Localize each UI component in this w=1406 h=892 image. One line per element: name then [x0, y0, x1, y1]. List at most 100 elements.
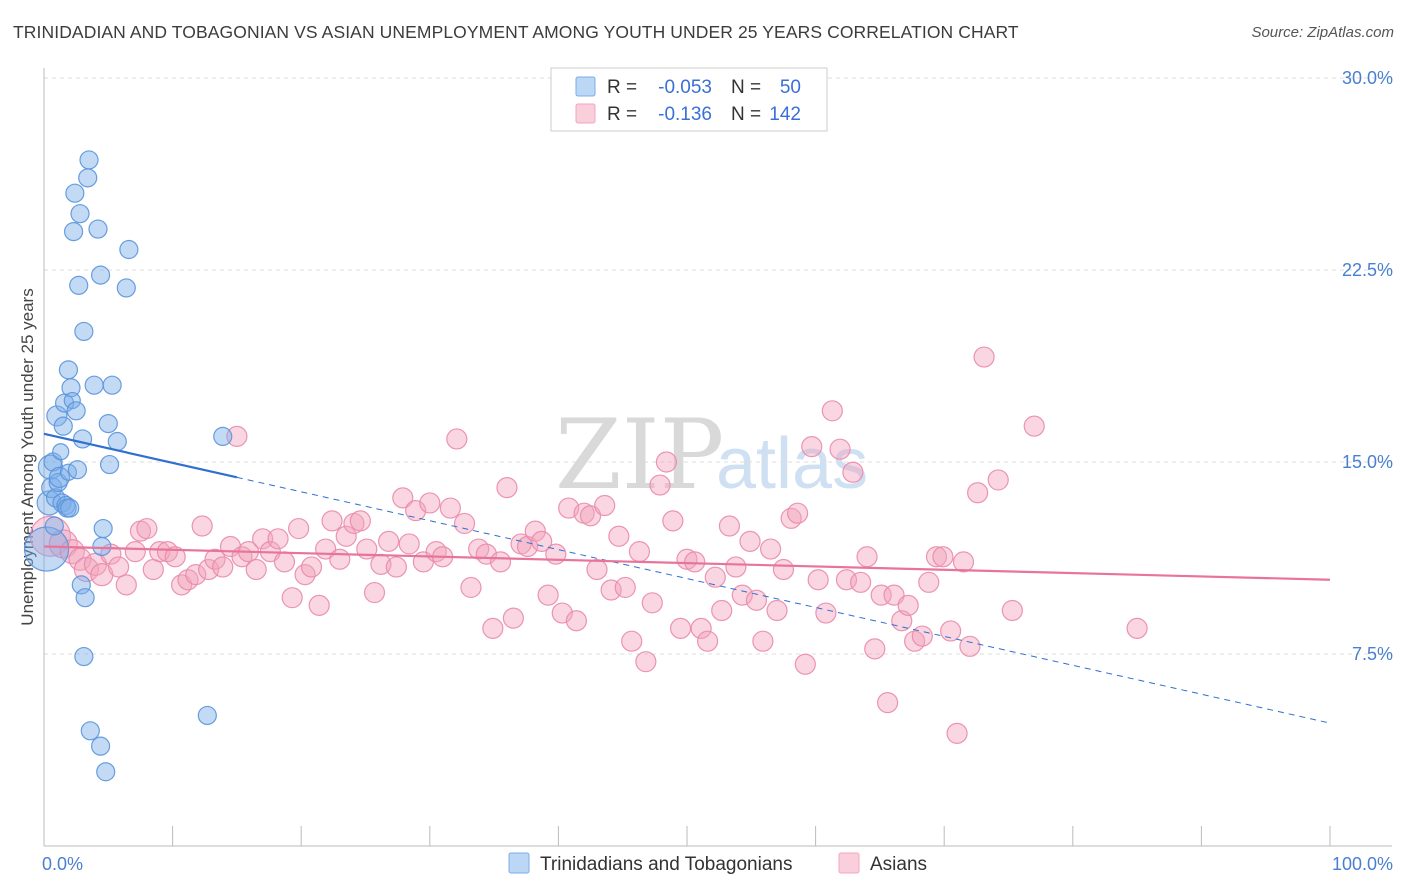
- data-point: [772, 558, 795, 581]
- legend-r-label-blue: R =: [607, 77, 637, 98]
- legend-swatch-pink: [575, 103, 596, 124]
- data-point: [641, 592, 663, 614]
- data-point: [273, 551, 296, 573]
- trend-line-blue: [43, 432, 238, 479]
- data-point: [67, 460, 88, 480]
- legend-n-label-pink: N =: [731, 104, 761, 125]
- trend-lines: [43, 432, 1331, 724]
- data-point: [821, 400, 843, 422]
- data-point: [752, 630, 774, 652]
- data-point: [496, 477, 518, 499]
- data-point: [932, 546, 954, 568]
- data-point: [75, 588, 95, 608]
- trend-line-pink: [43, 545, 1331, 581]
- data-point: [281, 587, 303, 609]
- data-point: [1001, 599, 1023, 622]
- data-point: [524, 520, 546, 542]
- data-point: [952, 551, 975, 573]
- data-point: [385, 556, 407, 578]
- data-point: [794, 653, 816, 675]
- data-point: [842, 461, 864, 483]
- legend-n-value-blue: 50: [780, 77, 801, 98]
- data-point: [204, 548, 226, 570]
- watermark-zip: ZIP: [555, 399, 724, 511]
- data-point: [213, 426, 233, 446]
- data-point: [226, 425, 248, 447]
- series-label-asians: Asians: [870, 854, 927, 875]
- data-point: [74, 646, 94, 667]
- trinidadian-points: [23, 150, 233, 782]
- data-point: [288, 517, 310, 540]
- y-tick-label: 30.0%: [1342, 68, 1393, 88]
- data-point: [877, 692, 899, 714]
- legend-r-value-pink: -0.136: [658, 104, 712, 125]
- data-point: [711, 599, 733, 622]
- data-point: [61, 378, 81, 398]
- data-point: [72, 429, 93, 449]
- data-point: [191, 515, 213, 537]
- data-point: [918, 571, 940, 593]
- data-point: [725, 556, 747, 578]
- data-point: [102, 375, 122, 395]
- data-point: [850, 571, 872, 593]
- data-point: [136, 517, 158, 540]
- series-label-trinidadian: Trinidadians and Tobagonians: [540, 854, 792, 875]
- data-point: [46, 405, 68, 427]
- data-point: [439, 497, 461, 519]
- data-point: [864, 638, 886, 660]
- data-point: [74, 321, 94, 342]
- chart-title: TRINIDADIAN AND TOBAGONIAN VS ASIAN UNEM…: [13, 22, 1019, 42]
- data-point: [987, 469, 1009, 491]
- data-point: [124, 540, 146, 563]
- series-legend: Trinidadians and Tobagonians Asians: [508, 852, 927, 875]
- data-point: [267, 528, 289, 550]
- data-point: [419, 492, 441, 514]
- data-point: [786, 502, 809, 524]
- x-tick-marks: [43, 826, 1331, 846]
- data-point: [973, 346, 995, 368]
- data-point: [69, 275, 89, 295]
- legend-swatch-blue: [575, 76, 596, 97]
- data-point: [959, 635, 981, 657]
- y-tick-label: 15.0%: [1342, 452, 1393, 472]
- data-point: [925, 546, 948, 568]
- data-point: [649, 474, 671, 496]
- data-point: [718, 515, 741, 537]
- data-point: [446, 428, 468, 450]
- series-swatch-asians: [838, 852, 860, 874]
- data-point: [745, 589, 768, 611]
- data-point: [516, 535, 539, 558]
- data-point: [300, 556, 323, 578]
- data-point: [363, 581, 386, 604]
- data-point: [96, 762, 116, 782]
- data-point: [940, 620, 962, 642]
- data-point: [565, 610, 588, 632]
- data-point: [870, 584, 892, 606]
- y-tick-labels: 7.5% 15.0% 22.5% 30.0%: [1342, 68, 1393, 664]
- data-point: [460, 576, 482, 599]
- data-point: [80, 721, 100, 741]
- data-point: [759, 538, 782, 560]
- data-point: [489, 551, 512, 573]
- data-point: [628, 540, 651, 563]
- data-point: [48, 466, 71, 488]
- data-point: [815, 602, 837, 624]
- data-point: [946, 722, 968, 744]
- data-point: [116, 278, 136, 298]
- data-point: [614, 576, 636, 599]
- data-point: [329, 548, 351, 570]
- data-point: [1023, 415, 1045, 437]
- data-point: [967, 482, 989, 504]
- data-point: [52, 443, 70, 461]
- data-point: [502, 607, 524, 629]
- data-point: [856, 546, 878, 568]
- data-point: [98, 414, 118, 434]
- chart-source: Source: ZipAtlas.com: [1251, 24, 1394, 41]
- legend-n-label-blue: N =: [731, 77, 761, 98]
- data-point: [142, 558, 164, 581]
- data-point: [107, 431, 127, 452]
- data-point: [90, 736, 111, 756]
- data-point: [1126, 617, 1148, 640]
- data-point: [63, 222, 84, 242]
